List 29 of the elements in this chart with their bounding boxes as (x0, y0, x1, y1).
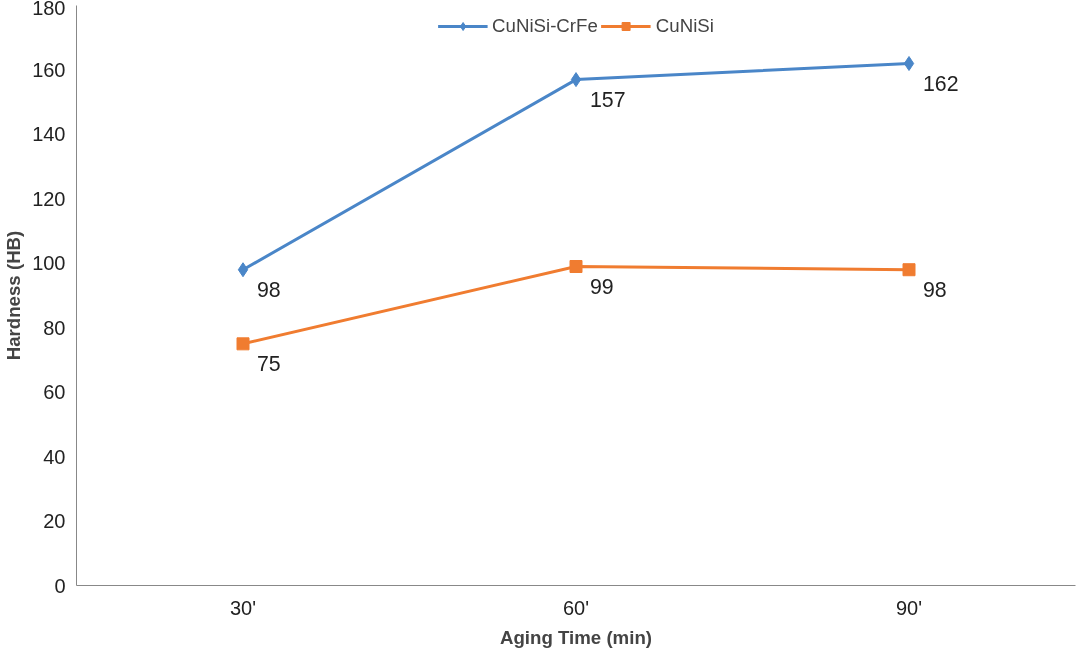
point (570, 72, 582, 88)
y-tick-label: 160 (32, 58, 66, 81)
point (237, 262, 249, 278)
x-tick-label: 30' (229, 596, 257, 619)
y-tick-label: 100 (32, 252, 66, 275)
y-tick-label: 120 (32, 187, 66, 210)
x-tick-label: 90' (895, 596, 923, 619)
y-tick-label: 20 (43, 510, 66, 533)
y-tick-label: 0 (54, 574, 66, 597)
data-label: 162 (923, 71, 959, 96)
legend-label: CuNiSi-CrFe (492, 15, 598, 37)
point (903, 56, 915, 71)
x-tick-label: 60' (562, 596, 590, 619)
data-label: 157 (590, 87, 626, 112)
data-label: 98 (923, 277, 947, 302)
point (236, 337, 250, 351)
y-tick-label: 40 (43, 445, 66, 468)
legend-label: CuNiSi (655, 15, 714, 37)
data-label: 75 (257, 351, 281, 376)
y-tick-label: 60 (43, 381, 66, 404)
point (569, 260, 583, 273)
data-label: 99 (590, 274, 614, 299)
y-tick-label: 140 (32, 123, 66, 146)
point (902, 263, 916, 277)
y-axis-title: Hardness (HB) (3, 230, 25, 361)
x-axis-title: Aging Time (min) (499, 626, 653, 648)
y-tick-label: 180 (32, 0, 66, 19)
y-tick-label: 80 (43, 316, 66, 339)
data-label: 98 (257, 277, 281, 302)
